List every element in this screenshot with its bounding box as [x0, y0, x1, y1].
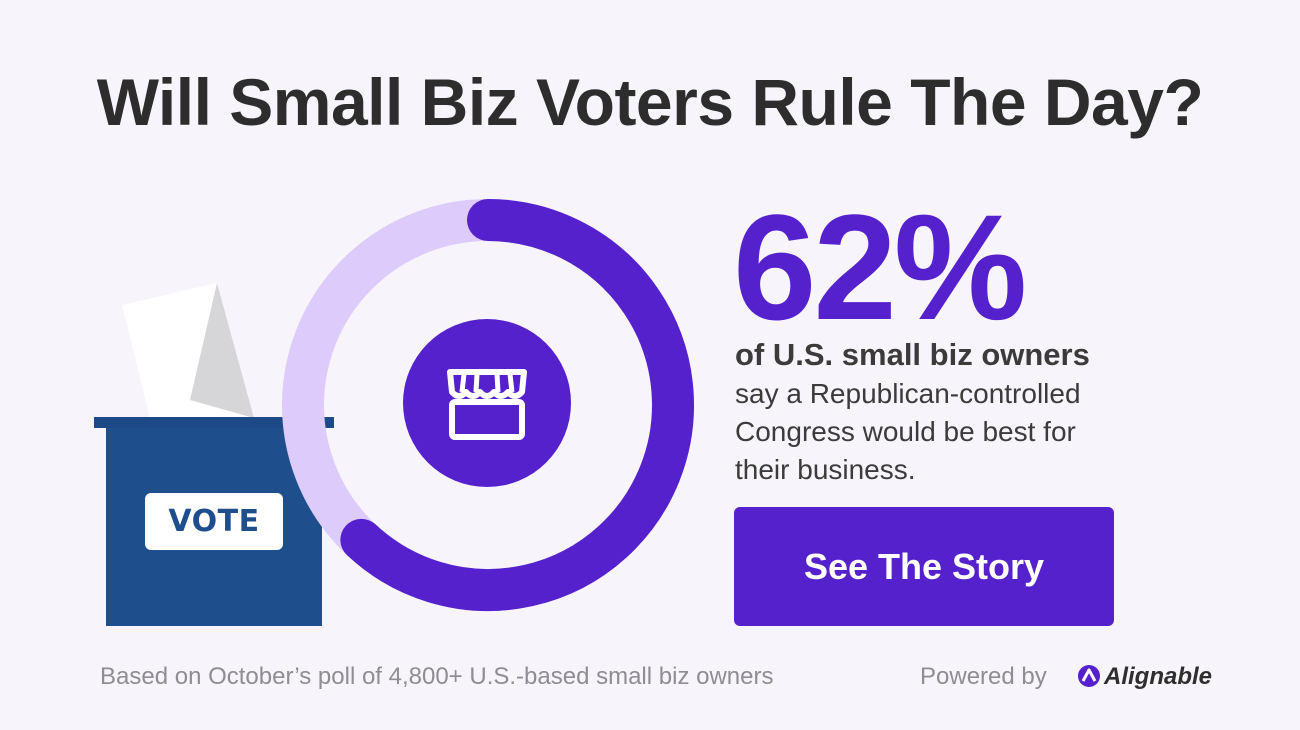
source-note: Based on October’s poll of 4,800+ U.S.-b…: [100, 663, 774, 690]
stat-body-line: their business.: [735, 454, 916, 485]
page-title: Will Small Biz Voters Rule The Day?: [96, 65, 1204, 139]
powered-by-label: Powered by: [920, 663, 1047, 690]
storefront-icon: [403, 319, 571, 487]
donut-slice-primary: [340, 199, 694, 611]
donut-chart: [282, 199, 694, 611]
stat-body: say a Republican-controlled Congress wou…: [735, 375, 1155, 489]
brand-name: Alignable: [1104, 663, 1213, 690]
see-the-story-button[interactable]: See The Story: [734, 507, 1114, 626]
ballot-box-label: VOTE: [145, 493, 283, 550]
ballot-box: [94, 283, 334, 626]
stat-value: 62%: [733, 183, 1027, 351]
ballot-box-lid: [94, 417, 334, 428]
stat-headline: of U.S. small biz owners: [735, 337, 1090, 372]
stat-body-line: Congress would be best for: [735, 416, 1076, 447]
ballot-paper-fold: [190, 283, 254, 418]
stat-body-line: say a Republican-controlled: [735, 378, 1081, 409]
alignable-logo-icon: [1078, 665, 1100, 687]
